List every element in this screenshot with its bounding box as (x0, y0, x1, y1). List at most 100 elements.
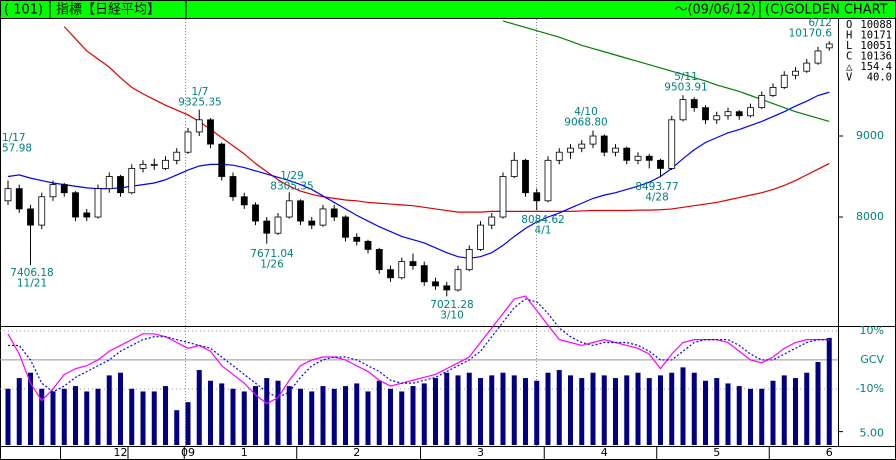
candle-body (128, 168, 136, 194)
volume-bar (433, 378, 438, 445)
candle-body (555, 151, 563, 161)
volume-bar (455, 375, 461, 445)
candle-body (623, 147, 631, 161)
readout-value: 10136 (860, 51, 892, 63)
volume-bar (39, 388, 45, 445)
candle-body (432, 281, 439, 287)
x-tick-label: 1 (241, 446, 248, 459)
candle-body (83, 212, 91, 218)
header-title: 指標【日経平均】 (56, 3, 160, 18)
volume-bar (680, 367, 686, 445)
volume-bar (714, 378, 720, 445)
candle-body (409, 261, 417, 267)
volume-bar (118, 372, 123, 445)
readout-label: O (846, 19, 852, 31)
x-tick-label: 6 (826, 446, 833, 459)
volume-bar (646, 378, 652, 445)
y3-tick-label: 5.00 (860, 427, 885, 440)
volume-bar (84, 391, 90, 445)
candle-body (49, 184, 57, 198)
volume-bar (658, 375, 663, 445)
header-copyright: (C)GOLDEN CHART (765, 3, 888, 18)
y-tick-label: 9000 (856, 129, 884, 142)
candle-body (443, 285, 451, 291)
volume-bar (151, 391, 157, 445)
volume-bar (28, 372, 33, 445)
volume-bar (196, 370, 202, 445)
volume-bar (106, 375, 112, 445)
annotation: 1/17 (2, 132, 26, 144)
volume-bar (691, 372, 697, 445)
annotation: 57.98 (2, 143, 32, 155)
candle-body (769, 86, 777, 96)
annotation: 8084.62 (521, 214, 564, 226)
annotation: 1/26 (260, 259, 284, 271)
volume-bar (399, 391, 405, 445)
candle-body (72, 192, 79, 218)
volume-bar (590, 372, 596, 445)
annotation: 9325.35 (178, 97, 221, 109)
candle-body (825, 43, 833, 49)
annotation: 1/29 (280, 170, 304, 182)
readout-value: 154.4 (860, 61, 892, 73)
annotation: 6/12 (808, 17, 832, 29)
annotation: 5/11 (674, 71, 698, 83)
candle-body (792, 70, 799, 76)
candle-body (724, 111, 732, 117)
x-tick-label: 5 (713, 446, 720, 459)
volume-bar (759, 388, 765, 445)
volume-bar (241, 391, 247, 445)
y2-tick-label: -10% (856, 382, 884, 395)
candle-body (117, 176, 124, 194)
readout-value: 10051 (860, 40, 892, 52)
candle-body (488, 216, 496, 226)
candle-body (195, 119, 203, 133)
candle-body (342, 216, 349, 238)
volume-bar (793, 378, 798, 445)
volume-bar (669, 372, 675, 445)
candle-body (420, 265, 428, 283)
moving-average (7, 91, 830, 259)
readout-label: V (846, 72, 853, 84)
annotation: 7021.28 (430, 299, 473, 311)
candle-body (679, 99, 687, 121)
volume-bar (703, 380, 708, 445)
candle-body (285, 200, 293, 218)
readout-label: △ (846, 61, 853, 73)
candle-body (184, 131, 192, 153)
volume-bar (298, 388, 303, 445)
moving-average (63, 26, 830, 213)
volume-bar (736, 386, 742, 445)
volume-bar (511, 375, 517, 445)
volume-bar (579, 378, 585, 445)
annotation: 9503.91 (664, 82, 707, 94)
candle-body (218, 143, 226, 177)
volume-bar (331, 388, 337, 445)
candle-body (162, 159, 169, 169)
volume-bar (376, 380, 382, 445)
candle-body (702, 107, 709, 121)
volume-bar (320, 386, 326, 445)
volume-bar (781, 375, 787, 445)
volume-bar (601, 375, 607, 445)
candle-body (240, 196, 248, 206)
candle-body (499, 176, 507, 218)
volume-bar (230, 388, 236, 445)
candle-body (510, 159, 518, 177)
candle-body (60, 184, 68, 194)
candle-body (454, 269, 462, 291)
annotation: 8493.77 (635, 181, 678, 193)
volume-bar (174, 410, 180, 445)
annotation: 4/10 (574, 106, 598, 118)
candle-body (567, 147, 574, 153)
y2-tick-label: 10% (860, 324, 884, 337)
volume-bar (826, 337, 832, 445)
candle-body (364, 240, 372, 250)
volume-bar (163, 386, 168, 445)
candle-body (645, 155, 653, 161)
annotation: 4/1 (535, 225, 552, 237)
volume-bar (489, 375, 495, 445)
candle-body (600, 135, 608, 153)
candle-body (612, 147, 619, 153)
